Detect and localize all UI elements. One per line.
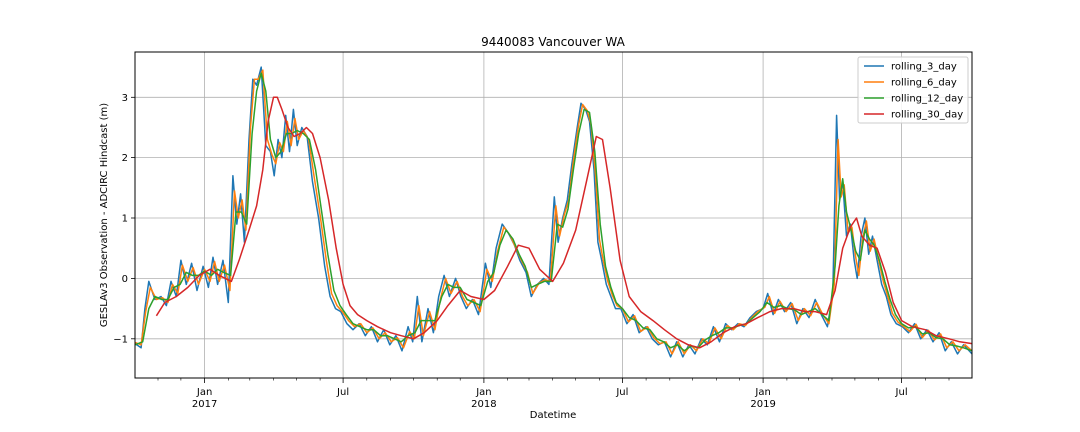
y-axis-label: GESLAv3 Observation - ADCIRC Hindcast (m… bbox=[99, 103, 110, 327]
legend-entry-label: rolling_3_day bbox=[891, 62, 957, 73]
chart-title: 9440083 Vancouver WA bbox=[481, 35, 625, 49]
x-tick-year-label: 2018 bbox=[471, 399, 496, 410]
x-tick-label: Jul bbox=[336, 387, 349, 398]
y-tick-label: 0 bbox=[122, 274, 128, 285]
series-line-rolling_12_day bbox=[134, 72, 973, 352]
series-line-rolling_3_day bbox=[134, 66, 973, 358]
y-tick-label: 2 bbox=[122, 153, 128, 164]
x-tick-label: Jan bbox=[754, 387, 770, 398]
x-axis-label: Datetime bbox=[530, 410, 577, 421]
legend-box bbox=[857, 56, 969, 124]
x-tick-label: Jul bbox=[895, 387, 908, 398]
x-tick-label: Jan bbox=[196, 387, 212, 398]
legend: rolling_3_day rolling_6_day rolling_12_day… bbox=[857, 56, 969, 124]
series-line-rolling_30_day bbox=[155, 96, 973, 349]
y-tick-label: 3 bbox=[122, 93, 128, 104]
series-lines bbox=[134, 66, 973, 358]
x-tick-year-label: 2019 bbox=[750, 399, 775, 410]
legend-entry-label: rolling_12_day bbox=[891, 94, 963, 105]
legend-entry-label: rolling_6_day bbox=[891, 78, 957, 89]
x-tick-year-label: 2017 bbox=[192, 399, 217, 410]
y-tick-label: 1 bbox=[122, 214, 128, 225]
x-tick-label: Jul bbox=[615, 387, 628, 398]
x-tick-label: Jan bbox=[475, 387, 491, 398]
y-axis-ticks: −1 0 1 2 3 bbox=[113, 93, 135, 345]
plot-frame bbox=[134, 51, 973, 379]
legend-entry-label: rolling_30_day bbox=[891, 110, 963, 121]
y-tick-label: −1 bbox=[113, 334, 128, 345]
